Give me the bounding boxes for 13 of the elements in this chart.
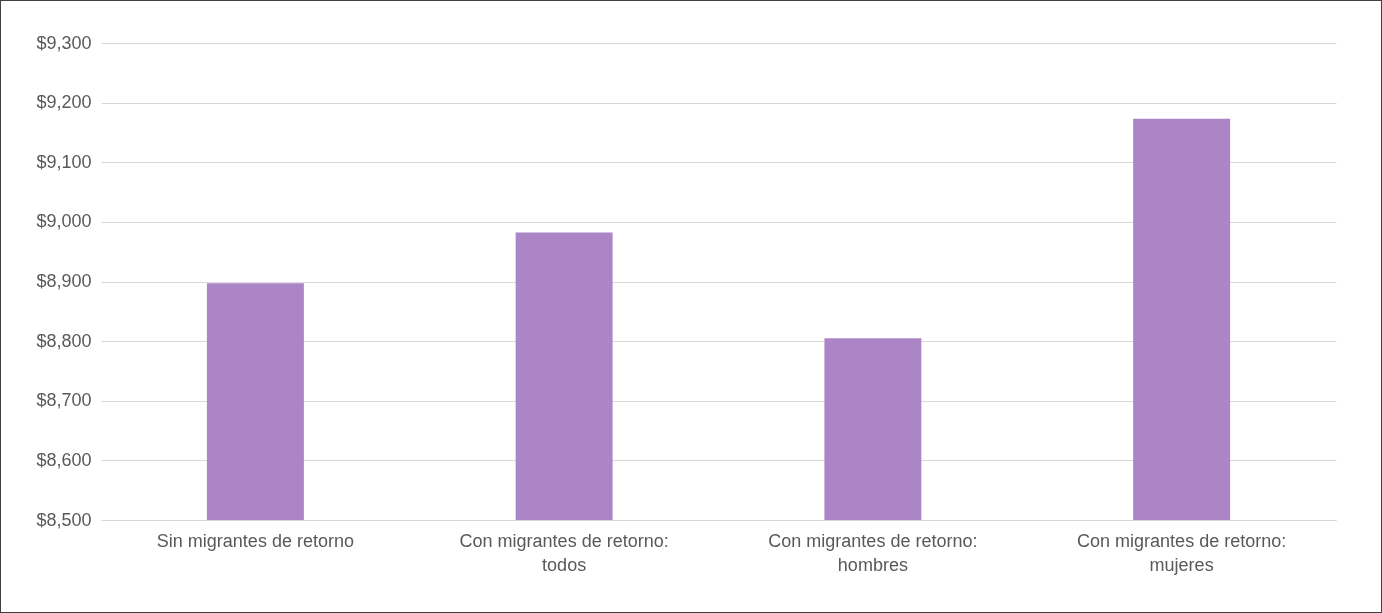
y-tick-label: $9,300 [36,32,92,53]
x-tick-label: Con migrantes de retorno: hombres [768,530,978,575]
x-tick-label: Con migrantes de retorno: todos [459,530,669,575]
y-tick-label: $9,000 [36,211,92,232]
x-tick-label: Sin migrantes de retorno [156,530,354,551]
y-tick-label: $8,500 [36,509,92,530]
y-tick-label: $9,100 [36,151,92,172]
y-tick-label: $8,700 [36,390,92,411]
y-tick-label: $8,900 [36,271,92,291]
y-tick-label: $9,200 [36,92,92,113]
y-tick-label: $8,600 [36,449,92,470]
x-tick-label: Con migrantes de retorno: mujeres [1077,530,1287,575]
y-tick-label: $8,800 [36,330,92,351]
